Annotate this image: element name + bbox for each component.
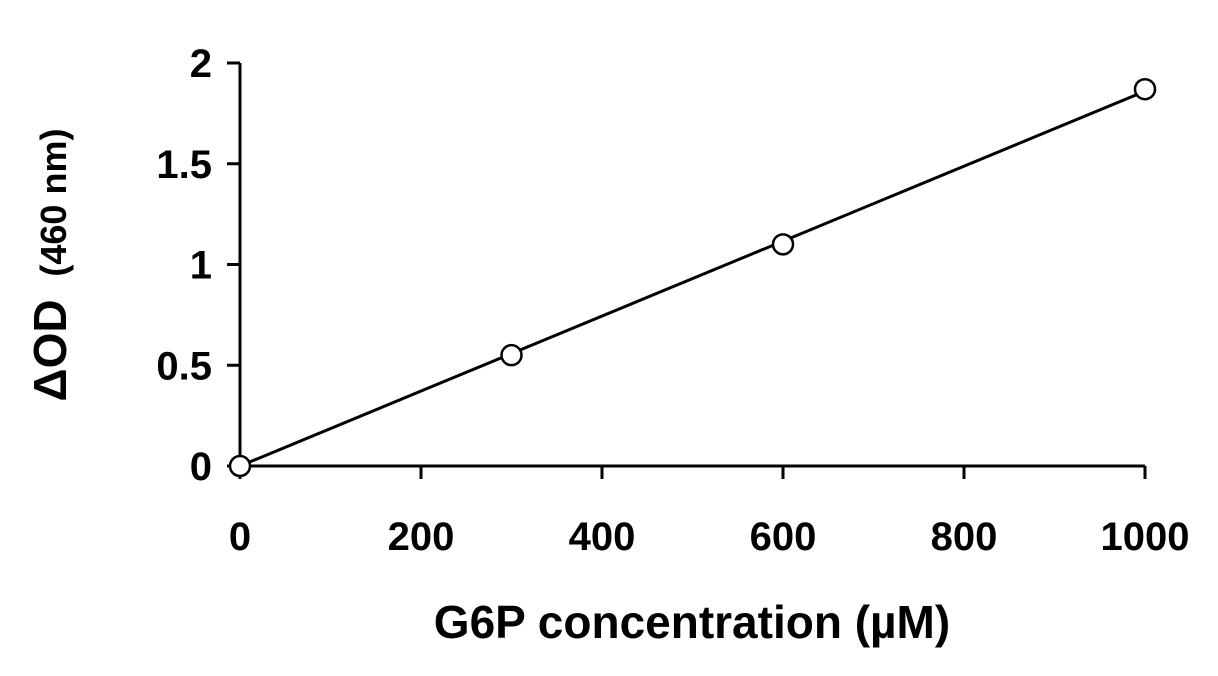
x-tick-label: 400 <box>569 515 636 559</box>
axes <box>238 63 1145 468</box>
data-points <box>228 77 1157 478</box>
data-point <box>1133 77 1157 101</box>
y-tick-label: 2 <box>190 42 212 86</box>
y-axis-title: ΔOD (460 nm) <box>24 129 76 402</box>
trendline-line <box>239 89 1146 468</box>
x-tick-label: 600 <box>750 515 817 559</box>
y-tick-label: 0.5 <box>156 344 212 388</box>
y-tick-label: 0 <box>190 445 212 489</box>
x-axis-title: G6P concentration (µM) <box>434 596 950 648</box>
y-axis-title-unit: (460 nm) <box>33 129 74 277</box>
x-tick-label: 1000 <box>1101 515 1190 559</box>
data-point <box>500 343 523 367</box>
data-point <box>771 233 795 256</box>
trendline <box>239 89 1146 468</box>
x-axis-ticks: 0 200 400 600 800 1000 <box>229 466 1190 559</box>
x-tick-label: 800 <box>931 515 998 559</box>
data-point <box>228 454 252 478</box>
x-tick-label: 200 <box>388 515 455 559</box>
x-tick-label: 0 <box>229 515 251 559</box>
y-axis-title-main: ΔOD <box>24 299 76 401</box>
y-tick-label: 1.5 <box>156 143 212 187</box>
y-tick-label: 1 <box>190 244 212 288</box>
y-axis-ticks: 0 0.5 1 1.5 2 <box>156 42 240 489</box>
